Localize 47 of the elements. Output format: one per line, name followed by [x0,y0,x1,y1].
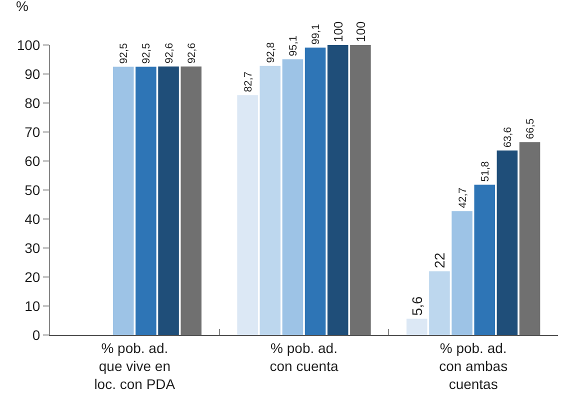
y-tick-label: 50 [24,182,40,198]
bar [158,66,179,335]
y-axis-title: % [16,0,28,14]
data-label: 82,7 [242,71,254,92]
bar [406,318,428,335]
data-label: 66,5 [524,118,537,140]
y-tick-label: 10 [24,298,40,314]
bar [260,66,281,335]
bar [136,66,156,335]
x-tick-label: % pob. ad. con cuenta [270,340,338,374]
data-label: 100 [354,21,368,42]
data-label: 22 [431,252,448,268]
y-tick-label: 70 [24,124,40,140]
bar [180,66,202,335]
bar [112,66,134,335]
bar [519,142,540,335]
data-label: 99,1 [310,24,322,45]
y-tick-label: 100 [16,36,40,53]
bar [327,45,348,335]
bar [474,184,496,335]
data-label: 92,6 [186,42,198,64]
y-tick-label: 80 [24,94,40,111]
y-tick-label: 90 [24,66,40,82]
bar [452,211,472,335]
y-tick-label: 0 [32,326,40,343]
bar [429,271,450,335]
data-label: 100 [331,21,346,42]
y-tick-label: 30 [24,240,40,256]
data-label: 51,8 [479,161,492,182]
x-tick-label: % pob. ad. con ambas cuentas [439,340,508,392]
y-tick-label: 40 [24,210,40,227]
data-label: 92,6 [163,42,176,64]
y-tick-label: 60 [24,152,40,169]
bar [282,59,304,335]
bar [350,45,371,335]
data-label: 92,5 [118,43,130,64]
y-tick-label: 20 [24,268,40,285]
data-label: 5,6 [408,296,425,316]
x-tick-label: % pob. ad. que vive en loc. con PDA [94,340,176,392]
data-label: 95,1 [287,35,300,56]
data-label: 63,6 [502,126,514,148]
bar [237,95,258,335]
data-label: 92,5 [140,43,153,64]
bar [496,150,518,335]
data-label: 92,8 [264,42,277,63]
bar [304,48,326,335]
data-label: 42,7 [456,187,469,208]
